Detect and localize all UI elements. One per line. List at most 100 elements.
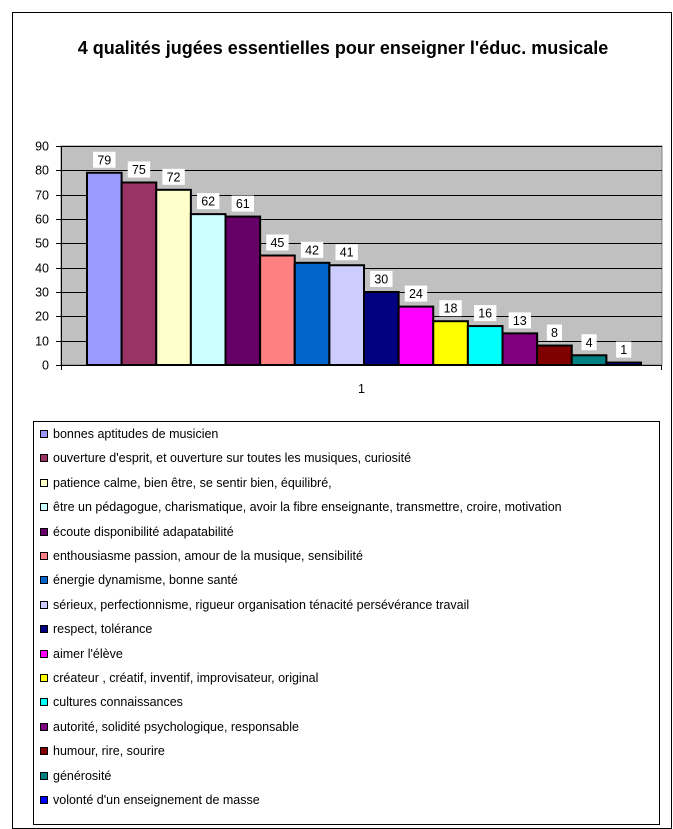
bar <box>155 188 192 366</box>
bar <box>501 332 539 367</box>
legend-item: écoute disponibilité adapatabilité <box>40 524 234 540</box>
chart-legend: bonnes aptitudes de musicien ouverture d'… <box>33 421 660 825</box>
y-tick-label: 50 <box>35 237 49 251</box>
legend-swatch <box>40 454 48 463</box>
y-tick-label: 30 <box>35 286 49 300</box>
data-label: 41 <box>340 246 354 260</box>
data-label: 24 <box>409 287 423 301</box>
legend-label: énergie dynamisme, bonne santé <box>53 573 238 588</box>
legend-label: enthousiasme passion, amour de la musiqu… <box>53 549 363 563</box>
data-label: 13 <box>513 314 527 328</box>
legend-label: ouverture d'esprit, et ouverture sur tou… <box>53 451 412 466</box>
legend-swatch <box>40 674 48 682</box>
legend-label: patience calme, bien être, se sentir bie… <box>53 475 332 490</box>
data-label-bg <box>266 234 289 251</box>
y-tick-label: 90 <box>35 140 49 154</box>
legend-swatch <box>40 576 48 585</box>
y-tick-label: 10 <box>35 335 49 349</box>
chart-title: 4 qualités jugées essentielles pour ense… <box>77 38 609 58</box>
legend-item: créateur , créatif, inventif, improvisat… <box>40 670 318 686</box>
legend-label: cultures connaissances <box>53 695 183 710</box>
legend-swatch <box>40 771 48 780</box>
legend-item: humour, rire, sourire <box>40 743 165 759</box>
legend-swatch <box>40 722 48 731</box>
data-label: 61 <box>236 197 250 211</box>
data-label: 45 <box>270 236 284 250</box>
data-label: 18 <box>444 302 458 316</box>
data-label-bg <box>335 244 358 261</box>
bar <box>189 213 227 366</box>
data-label: 42 <box>305 243 319 257</box>
data-label-bg <box>196 193 220 210</box>
bar <box>570 354 608 366</box>
y-tick-label: 40 <box>35 262 49 276</box>
bar <box>293 261 331 366</box>
data-label: 1 <box>620 343 627 357</box>
legend-item: ouverture d'esprit, et ouverture sur tou… <box>40 450 411 466</box>
data-label: 4 <box>586 336 593 350</box>
legend-swatch <box>40 478 48 487</box>
legend-swatch <box>40 649 48 658</box>
legend-swatch <box>40 625 48 634</box>
legend-item: cultures connaissances <box>40 694 183 710</box>
bar <box>120 181 158 366</box>
data-label: 62 <box>201 195 215 209</box>
y-tick-label: 60 <box>35 213 49 227</box>
legend-swatch <box>40 503 48 512</box>
data-label-bg <box>581 334 597 351</box>
data-label-bg <box>404 285 428 302</box>
bar <box>224 215 262 366</box>
legend-swatch <box>40 430 48 438</box>
data-label-bg <box>508 312 532 329</box>
bar <box>536 344 573 366</box>
legend-swatch <box>40 552 48 560</box>
x-tick-label: 1 <box>358 382 365 396</box>
legend-item: bonnes aptitudes de musicien <box>40 426 218 442</box>
y-tick-label: 80 <box>35 164 49 178</box>
data-label: 16 <box>478 307 492 321</box>
data-label: 8 <box>551 326 558 340</box>
legend-label: respect, tolérance <box>53 622 153 637</box>
legend-label: écoute disponibilité adapatabilité <box>53 524 234 539</box>
y-tick-label: 0 <box>42 359 49 373</box>
legend-swatch <box>40 796 48 804</box>
legend-item: être un pédagogue, charismatique, avoir … <box>40 499 562 515</box>
data-label-bg <box>473 305 497 322</box>
bar <box>605 361 642 367</box>
data-label: 72 <box>167 170 181 184</box>
data-label-bg <box>231 195 255 212</box>
data-label-bg <box>300 241 324 258</box>
data-label-bg <box>616 341 632 358</box>
bar <box>397 305 435 367</box>
data-label: 30 <box>374 273 388 287</box>
legend-label: être un pédagogue, charismatique, avoir … <box>53 500 562 515</box>
legend-swatch <box>40 600 48 609</box>
legend-item: autorité, solidité psychologique, respon… <box>40 719 299 735</box>
legend-item: patience calme, bien être, se sentir bie… <box>40 475 332 491</box>
data-label-bg <box>162 168 185 185</box>
bar <box>259 254 296 366</box>
bar <box>466 325 504 367</box>
legend-label: humour, rire, sourire <box>53 744 165 759</box>
data-label: 79 <box>97 153 111 167</box>
legend-label: créateur , créatif, inventif, improvisat… <box>53 671 319 685</box>
data-label-bg <box>546 324 563 341</box>
legend-item: générosité <box>40 768 111 784</box>
legend-swatch <box>40 698 48 707</box>
legend-label: générosité <box>53 768 112 783</box>
legend-swatch <box>40 747 48 756</box>
data-label-bg <box>370 271 393 287</box>
legend-swatch <box>40 527 48 536</box>
bar <box>432 320 469 367</box>
legend-label: aimer l'élève <box>53 646 123 661</box>
data-label-bg <box>439 300 462 317</box>
legend-item: sérieux, perfectionnisme, rigueur organi… <box>40 597 469 613</box>
legend-label: autorité, solidité psychologique, respon… <box>53 719 299 734</box>
data-label-bg <box>93 151 116 168</box>
legend-label: bonnes aptitudes de musicien <box>53 427 219 441</box>
data-label-bg <box>127 161 151 178</box>
y-tick-label: 20 <box>35 310 49 324</box>
legend-label: volonté d'un enseignement de masse <box>53 793 260 807</box>
legend-item: volonté d'un enseignement de masse <box>40 792 260 808</box>
